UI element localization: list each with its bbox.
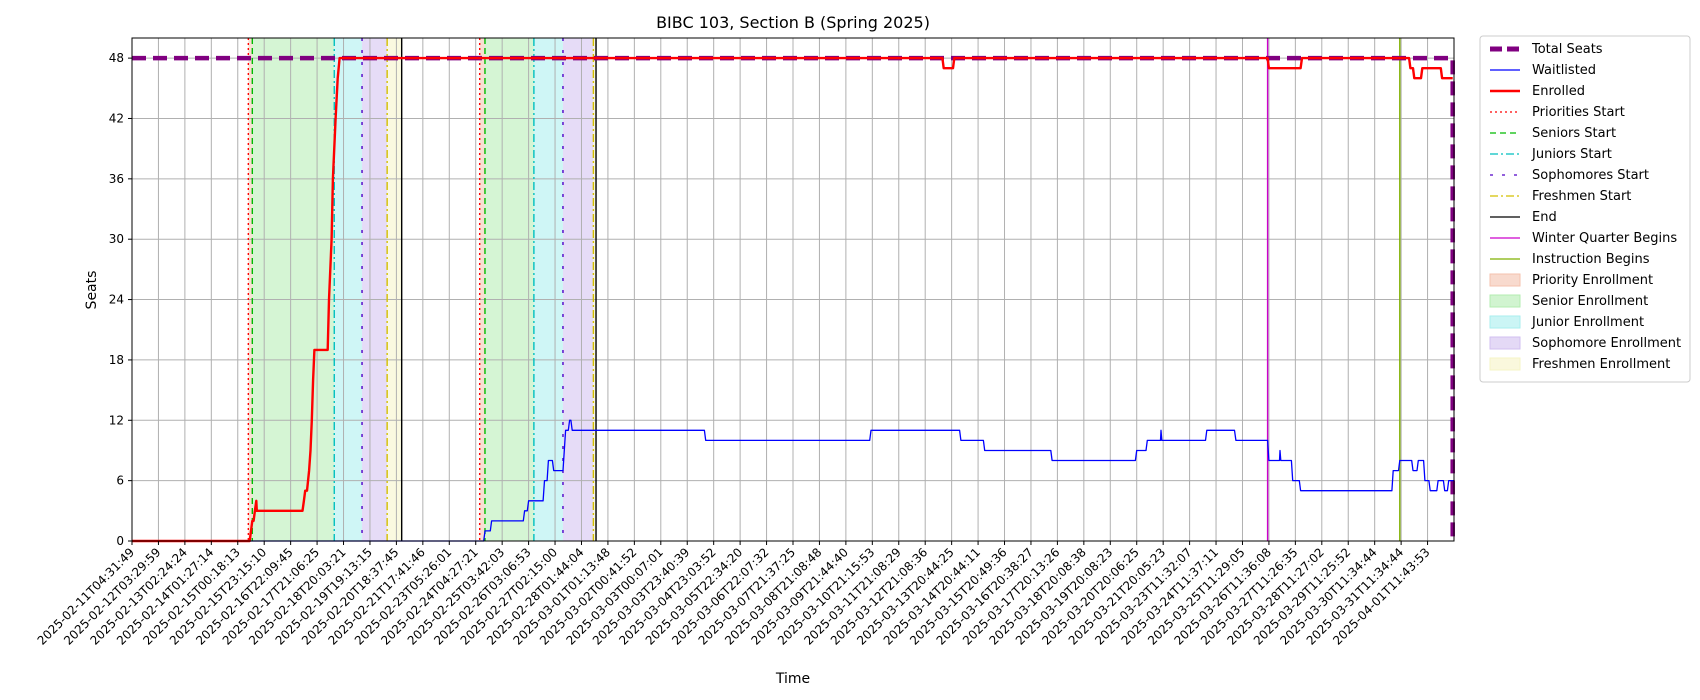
- x-axis-label: Time: [775, 671, 810, 687]
- legend-swatch: [1489, 273, 1521, 287]
- event-vertical-lines: [247, 38, 1401, 541]
- enrollment-span: [248, 38, 253, 541]
- y-tick-label: 42: [109, 111, 124, 125]
- y-tick-label: 24: [109, 293, 124, 307]
- enrollment-span: [387, 38, 402, 541]
- y-axis: 0 6 12 18 24 30 36 42 48: [109, 51, 132, 548]
- legend-swatch: [1489, 315, 1521, 329]
- legend-swatch: [1489, 294, 1521, 308]
- enrollment-span: [334, 38, 363, 541]
- legend-label: Seniors Start: [1532, 126, 1616, 141]
- legend-label: Waitlisted: [1532, 63, 1596, 78]
- legend-label: Priorities Start: [1532, 105, 1625, 120]
- series-line: [132, 56, 1453, 543]
- y-tick-label: 36: [109, 172, 124, 186]
- legend: Total Seats Waitlisted Enrolled Priorities …: [1479, 35, 1691, 383]
- legend-swatch: [1489, 336, 1521, 350]
- legend-label: Freshmen Enrollment: [1532, 357, 1670, 372]
- legend-label: Sophomores Start: [1532, 168, 1649, 183]
- enrollment-span: [252, 38, 335, 541]
- legend-label: Junior Enrollment: [1531, 315, 1644, 330]
- y-tick-label: 12: [109, 413, 124, 427]
- enrollment-span: [362, 38, 388, 541]
- chart-title: BIBC 103, Section B (Spring 2025): [656, 13, 930, 32]
- y-tick-label: 18: [109, 353, 124, 367]
- x-axis: 2025-02-11T04:31:492025-02-12T03:29:5920…: [35, 541, 1433, 648]
- legend-label: Juniors Start: [1531, 147, 1612, 162]
- data-series: [132, 55, 1455, 543]
- legend-label: Total Seats: [1531, 42, 1603, 57]
- legend-swatch: [1489, 357, 1521, 371]
- y-tick-label: 0: [116, 534, 124, 548]
- series-line: [132, 55, 1455, 541]
- legend-label: Priority Enrollment: [1532, 273, 1653, 288]
- y-tick-label: 30: [109, 232, 124, 246]
- legend-label: Instruction Begins: [1532, 252, 1650, 267]
- enrollment-period-spans: [248, 38, 597, 541]
- y-tick-label: 48: [109, 51, 124, 65]
- legend-label: Sophomore Enrollment: [1532, 336, 1681, 351]
- legend-label: Enrolled: [1532, 84, 1585, 99]
- enrollment-span: [533, 38, 563, 541]
- grid-lines: [131, 38, 1454, 542]
- legend-box: [1479, 35, 1691, 383]
- legend-label: Freshmen Start: [1532, 189, 1631, 204]
- y-tick-label: 6: [116, 474, 124, 488]
- enrollment-span: [484, 38, 534, 541]
- enrollment-span: [479, 38, 485, 541]
- legend-label: End: [1532, 210, 1557, 225]
- series-line: [132, 419, 1454, 542]
- legend-label: Senior Enrollment: [1532, 294, 1648, 309]
- legend-label: Winter Quarter Begins: [1532, 231, 1677, 246]
- y-axis-label: Seats: [84, 271, 100, 310]
- enrollment-span: [562, 38, 594, 541]
- enrollment-span: [593, 38, 597, 541]
